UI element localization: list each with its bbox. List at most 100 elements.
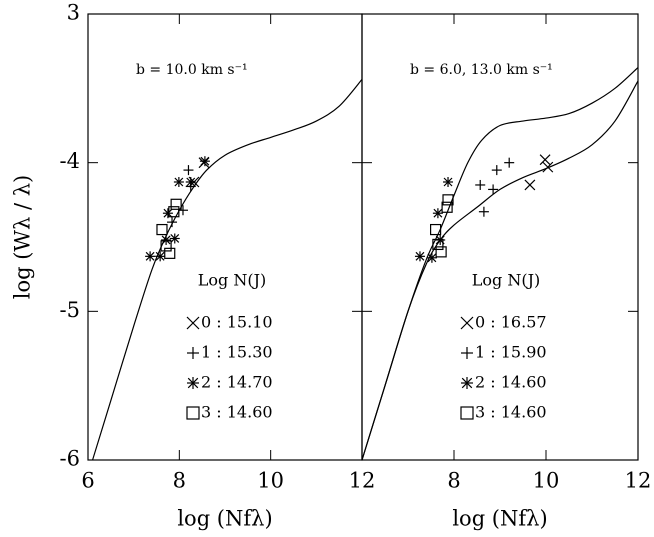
marker-stroke bbox=[164, 247, 176, 259]
marker-stroke bbox=[427, 253, 437, 263]
y-tick-label: -5 bbox=[60, 298, 80, 322]
legend-label: 3 : 14.60 bbox=[201, 403, 273, 422]
annotation: b = 6.0, 13.0 km s⁻¹ bbox=[410, 62, 553, 78]
legend-marker bbox=[461, 377, 473, 389]
marker-stroke bbox=[186, 316, 200, 330]
marker-stroke bbox=[433, 208, 443, 218]
data-point bbox=[185, 176, 196, 187]
marker-stroke bbox=[460, 406, 474, 420]
legend-marker bbox=[461, 347, 473, 359]
data-point bbox=[539, 154, 551, 166]
data-point bbox=[177, 205, 188, 216]
legend-marker bbox=[460, 406, 474, 420]
legend-label: 2 : 14.60 bbox=[475, 373, 547, 392]
x-tick-label: 8 bbox=[447, 469, 460, 493]
x-tick-label: 10 bbox=[257, 469, 284, 493]
legend-label: 1 : 15.90 bbox=[475, 343, 547, 362]
marker-stroke bbox=[435, 246, 447, 258]
x-tick-label: 8 bbox=[173, 469, 186, 493]
marker-stroke bbox=[524, 179, 536, 191]
plot-frame bbox=[361, 13, 639, 461]
legend-label: 3 : 14.60 bbox=[475, 403, 547, 422]
x-tick-label: 12 bbox=[625, 469, 652, 493]
data-point bbox=[162, 208, 173, 219]
marker-stroke bbox=[155, 251, 165, 261]
data-point bbox=[504, 157, 515, 168]
marker-stroke bbox=[187, 377, 199, 389]
data-point bbox=[443, 176, 454, 187]
legend-marker bbox=[186, 316, 200, 330]
marker-stroke bbox=[460, 316, 474, 330]
marker-stroke bbox=[443, 177, 453, 187]
annotation: b = 10.0 km s⁻¹ bbox=[136, 62, 248, 78]
y-axis-label: log (Wλ / λ) bbox=[11, 175, 35, 300]
legend-marker bbox=[186, 406, 200, 420]
marker-stroke bbox=[539, 154, 551, 166]
plot-frame bbox=[87, 13, 363, 461]
marker-stroke bbox=[430, 223, 442, 236]
data-point bbox=[167, 217, 178, 228]
marker-stroke bbox=[170, 198, 182, 210]
data-point bbox=[542, 161, 554, 173]
marker-stroke bbox=[442, 194, 454, 206]
data-point bbox=[145, 251, 156, 262]
legend-marker bbox=[460, 316, 474, 330]
data-point bbox=[432, 208, 443, 219]
marker-stroke bbox=[163, 208, 173, 218]
data-point bbox=[173, 176, 184, 187]
legend-label: 0 : 15.10 bbox=[201, 313, 273, 332]
model-curve bbox=[91, 79, 363, 461]
data-point bbox=[155, 251, 166, 262]
legend-label: 1 : 15.30 bbox=[201, 343, 273, 362]
marker-stroke bbox=[415, 251, 425, 261]
legend-title: Log N(J) bbox=[472, 271, 540, 290]
data-point bbox=[435, 246, 447, 258]
model-curve bbox=[361, 80, 639, 461]
marker-stroke bbox=[160, 240, 172, 252]
data-point bbox=[156, 223, 168, 236]
x-tick-label: 6 bbox=[81, 469, 94, 493]
marker-stroke bbox=[161, 235, 171, 245]
y-tick-label: -4 bbox=[60, 149, 80, 173]
data-point bbox=[524, 179, 536, 191]
data-point bbox=[491, 165, 502, 176]
x-tick-label: 10 bbox=[533, 469, 560, 493]
x-axis-label: log (Nfλ) bbox=[452, 507, 547, 531]
data-point bbox=[164, 247, 176, 259]
model-curve bbox=[361, 67, 639, 461]
data-point bbox=[478, 206, 489, 217]
marker-stroke bbox=[168, 206, 180, 218]
legend-title: Log N(J) bbox=[198, 271, 266, 290]
legend-label: 0 : 16.57 bbox=[475, 313, 547, 332]
data-point bbox=[170, 198, 182, 210]
data-point bbox=[183, 165, 194, 176]
marker-stroke bbox=[170, 234, 180, 243]
marker-stroke bbox=[174, 177, 184, 187]
data-point bbox=[169, 233, 180, 244]
x-axis-label: log (Nfλ) bbox=[177, 507, 272, 531]
data-point bbox=[160, 240, 172, 252]
data-point bbox=[475, 179, 486, 190]
data-point bbox=[488, 184, 499, 195]
marker-stroke bbox=[156, 223, 168, 236]
data-point bbox=[414, 251, 425, 262]
data-point bbox=[199, 156, 210, 167]
legend-marker bbox=[187, 347, 199, 359]
marker-stroke bbox=[461, 377, 473, 389]
marker-stroke bbox=[186, 177, 196, 187]
data-point bbox=[442, 194, 454, 206]
marker-stroke bbox=[186, 406, 200, 420]
legend-marker bbox=[187, 377, 199, 389]
data-point bbox=[430, 223, 442, 236]
data-point bbox=[441, 201, 453, 213]
y-tick-label: -6 bbox=[60, 447, 80, 471]
marker-stroke bbox=[542, 161, 554, 173]
y-tick-label: 3 bbox=[67, 1, 80, 25]
marker-stroke bbox=[145, 251, 155, 261]
data-point bbox=[426, 252, 437, 263]
marker-stroke bbox=[200, 156, 210, 166]
data-point bbox=[161, 234, 172, 245]
data-point bbox=[168, 206, 180, 218]
x-tick-label: 12 bbox=[349, 469, 376, 493]
